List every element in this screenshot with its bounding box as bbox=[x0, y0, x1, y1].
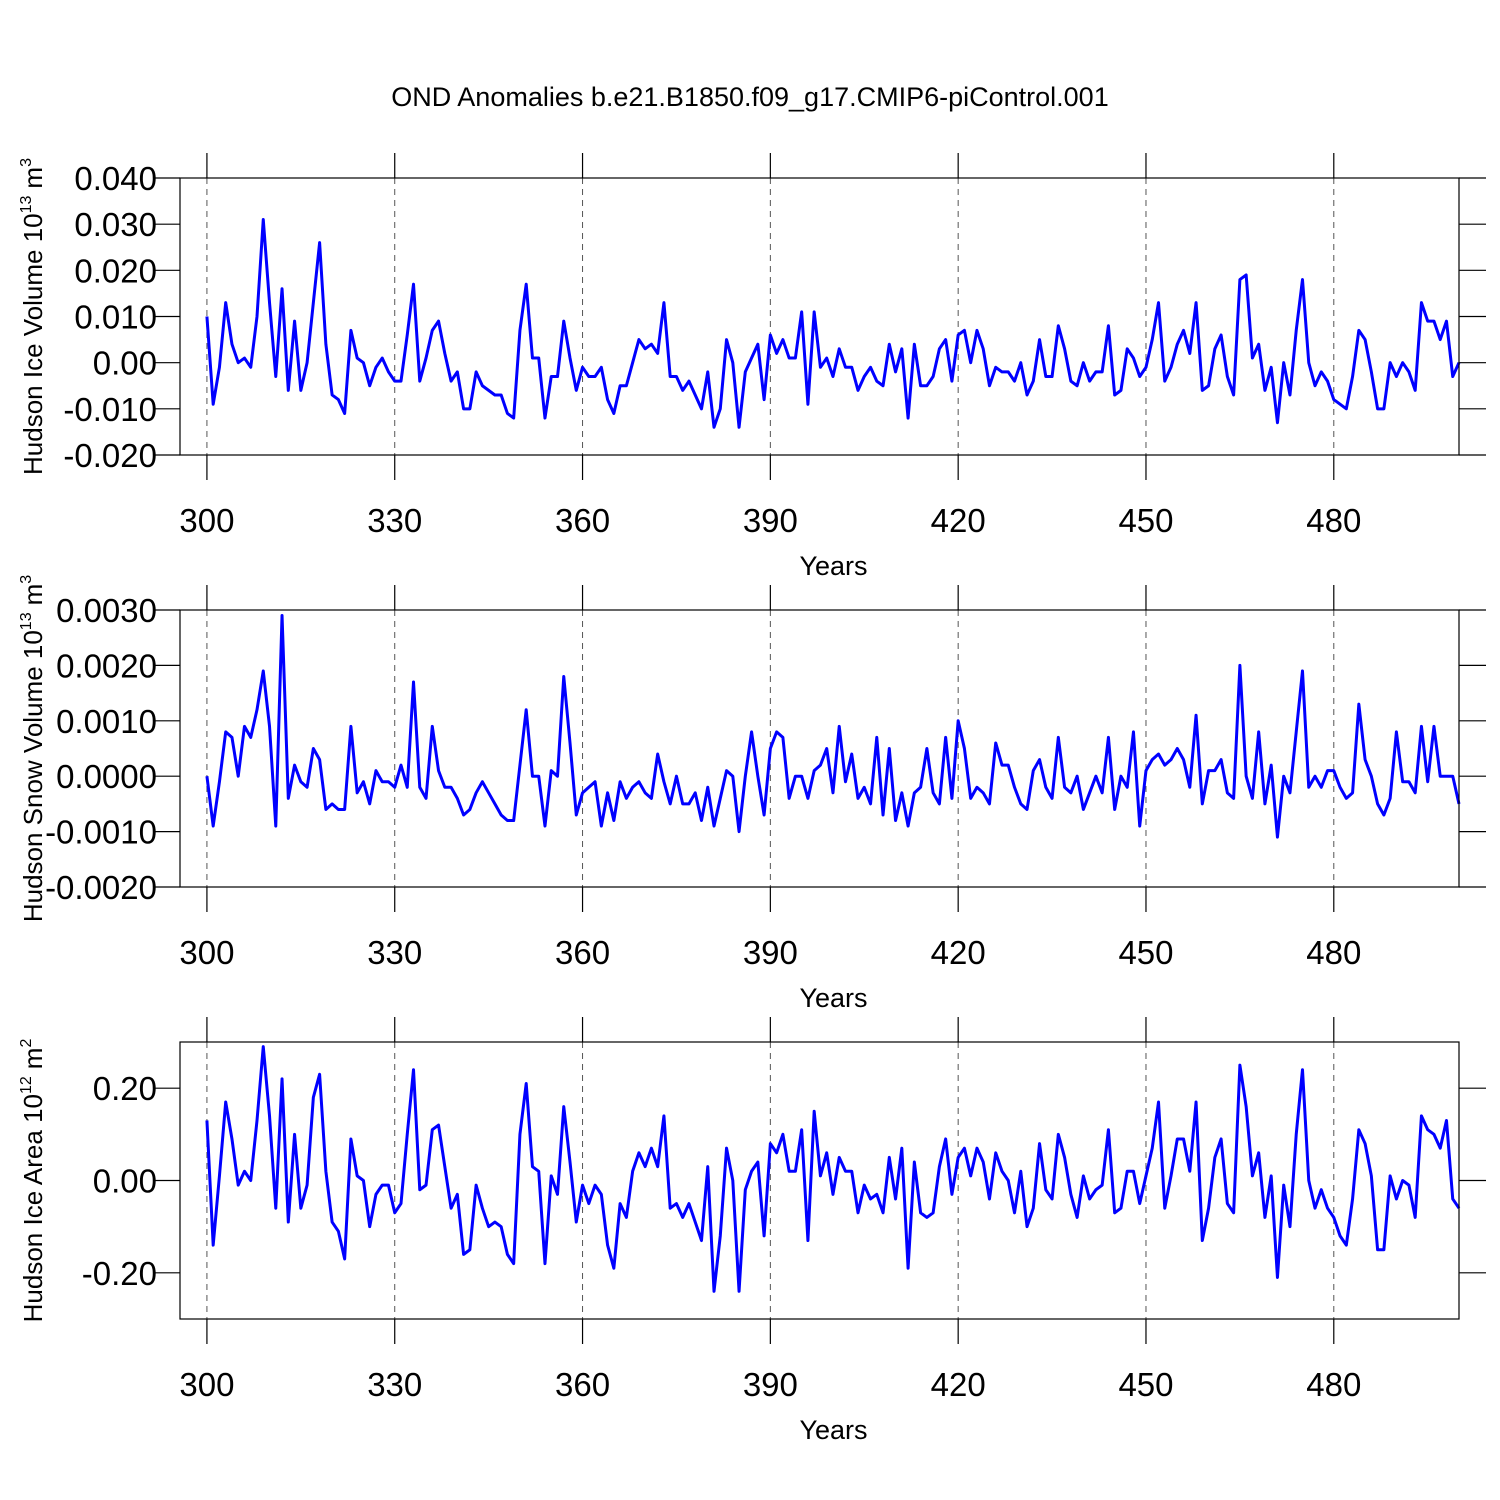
x-tick-label: 480 bbox=[1306, 934, 1361, 971]
y-tick-label: 0.010 bbox=[74, 299, 157, 336]
y-axis-title: Hudson Ice Volume 1013 m3 bbox=[18, 158, 48, 475]
y-tick-label: -0.010 bbox=[63, 391, 157, 428]
x-tick-label: 390 bbox=[743, 934, 798, 971]
x-tick-label: 420 bbox=[931, 502, 986, 539]
y-tick-label: -0.020 bbox=[63, 437, 157, 474]
y-axis-title-exponent: 12 bbox=[18, 1076, 35, 1094]
x-axis-title: Years bbox=[799, 551, 867, 581]
y-axis-title-unit: m bbox=[18, 584, 48, 606]
y-tick-label: -0.0020 bbox=[45, 869, 157, 906]
y-axis-title-text: Hudson Ice Area 10 bbox=[18, 1094, 48, 1322]
x-tick-label: 300 bbox=[179, 934, 234, 971]
y-tick-label: 0.0020 bbox=[56, 647, 157, 684]
x-tick-label: 360 bbox=[555, 934, 610, 971]
x-tick-label: 360 bbox=[555, 502, 610, 539]
y-tick-label: 0.00 bbox=[93, 1163, 157, 1200]
y-axis-title-unit: m bbox=[18, 167, 48, 189]
y-axis-title-exponent: 13 bbox=[18, 612, 35, 630]
x-tick-label: 330 bbox=[367, 1366, 422, 1403]
x-tick-label: 300 bbox=[179, 502, 234, 539]
x-tick-label: 450 bbox=[1118, 934, 1173, 971]
x-tick-label: 330 bbox=[367, 934, 422, 971]
data-line bbox=[205, 218, 1461, 429]
x-axis-title: Years bbox=[799, 1415, 867, 1445]
y-tick-label: 0.0010 bbox=[56, 703, 157, 740]
x-axis-title: Years bbox=[799, 983, 867, 1013]
plot-frame bbox=[179, 609, 1460, 888]
y-axis-title-text: Hudson Snow Volume 10 bbox=[18, 630, 48, 922]
y-axis-title-unit-exponent: 3 bbox=[18, 575, 35, 584]
plot-frame bbox=[179, 1041, 1460, 1320]
x-tick-label: 390 bbox=[743, 1366, 798, 1403]
y-axis-title-exponent: 13 bbox=[18, 195, 35, 213]
x-tick-label: 390 bbox=[743, 502, 798, 539]
y-tick-label: -0.20 bbox=[82, 1255, 157, 1292]
y-tick-label: 0.030 bbox=[74, 206, 157, 243]
x-tick-label: 450 bbox=[1118, 1366, 1173, 1403]
data-line bbox=[205, 1045, 1461, 1293]
y-tick-label: 0.0000 bbox=[56, 758, 157, 795]
y-axis-title-text: Hudson Ice Volume 10 bbox=[18, 213, 48, 475]
y-axis-title-unit-exponent: 3 bbox=[18, 158, 35, 167]
x-tick-label: 300 bbox=[179, 1366, 234, 1403]
y-axis-title: Hudson Snow Volume 1013 m3 bbox=[18, 575, 48, 922]
x-tick-label: 480 bbox=[1306, 1366, 1361, 1403]
x-tick-label: 480 bbox=[1306, 502, 1361, 539]
y-tick-label: 0.020 bbox=[74, 252, 157, 289]
chart-title: OND Anomalies b.e21.B1850.f09_g17.CMIP6-… bbox=[391, 82, 1108, 112]
y-tick-label: 0.0030 bbox=[56, 592, 157, 629]
x-tick-label: 330 bbox=[367, 502, 422, 539]
y-tick-label: 0.20 bbox=[93, 1070, 157, 1107]
y-axis-title: Hudson Ice Area 1012 m2 bbox=[18, 1039, 48, 1323]
y-axis-title-unit: m bbox=[18, 1048, 48, 1070]
plot-frame bbox=[179, 177, 1460, 456]
y-axis-title-unit-exponent: 2 bbox=[18, 1039, 35, 1048]
y-tick-label: 0.00 bbox=[93, 345, 157, 382]
y-tick-label: 0.040 bbox=[74, 160, 157, 197]
x-tick-label: 450 bbox=[1118, 502, 1173, 539]
panel: 300 330 360 390 420 450 480 0.040 0.030 0.020 0.01… bbox=[18, 153, 1486, 581]
x-tick-label: 420 bbox=[931, 934, 986, 971]
y-tick-label: -0.0010 bbox=[45, 814, 157, 851]
panel: 300 330 360 390 420 450 480 0.0030 0.0020 0.0010 0… bbox=[18, 575, 1486, 1013]
panel: 300 330 360 390 420 450 480 0.20 0.00 -0.20 Years H… bbox=[18, 1017, 1486, 1445]
data-line bbox=[205, 614, 1461, 839]
x-tick-label: 360 bbox=[555, 1366, 610, 1403]
x-tick-label: 420 bbox=[931, 1366, 986, 1403]
